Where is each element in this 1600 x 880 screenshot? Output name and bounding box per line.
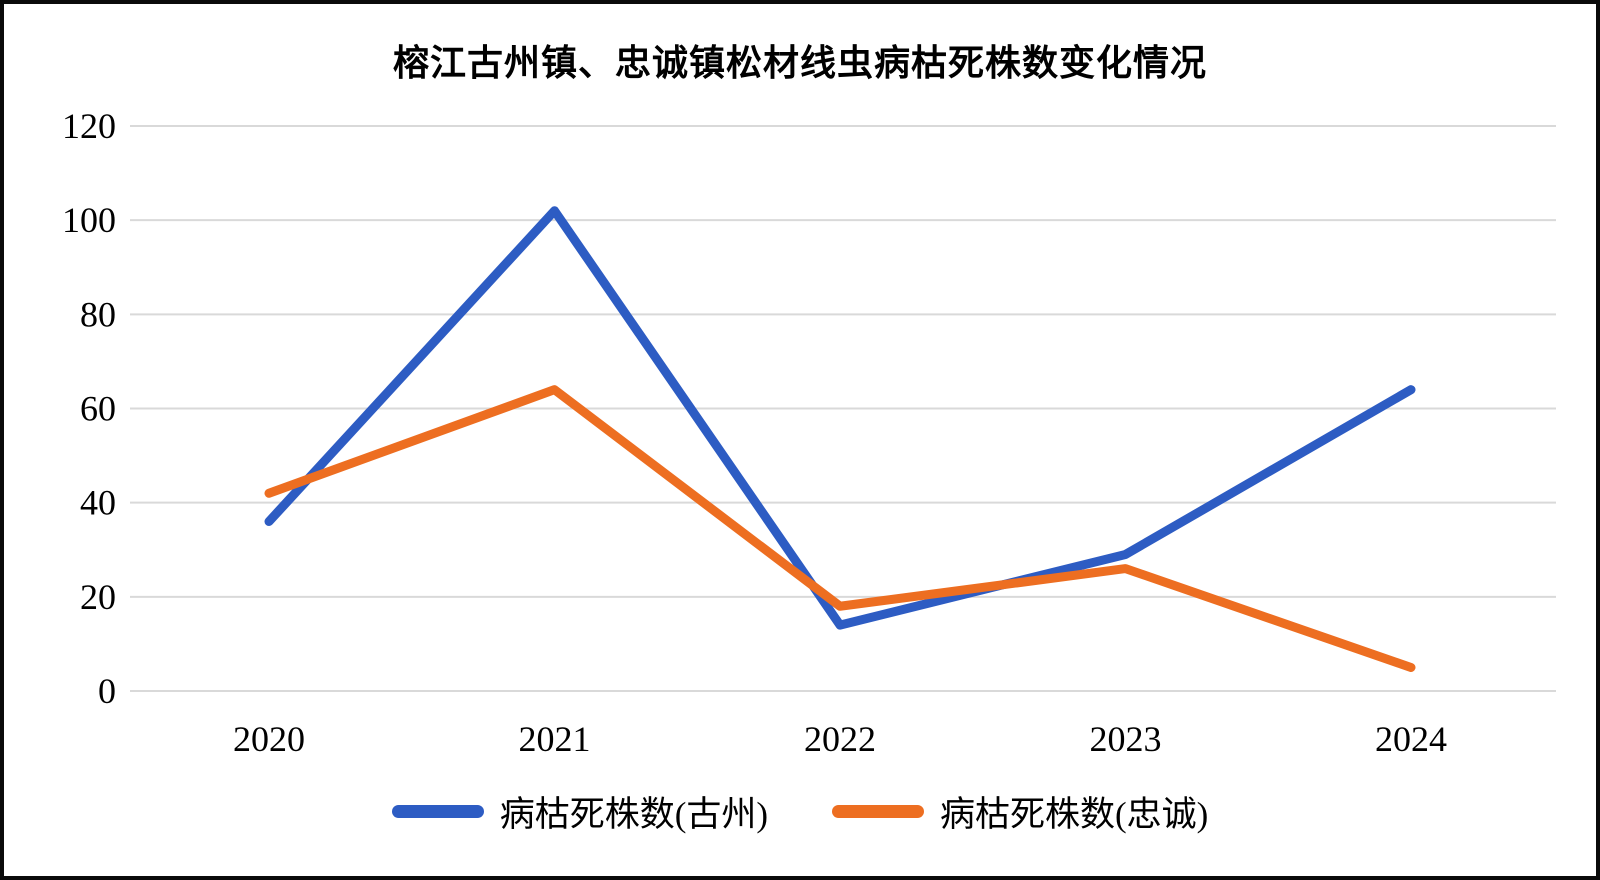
- legend-item-guzhou: 病枯死株数(古州): [391, 786, 768, 837]
- legend-item-zhongcheng: 病枯死株数(忠诚): [832, 786, 1208, 837]
- y-axis-tick-label: 40: [80, 483, 116, 523]
- series-line-1: [264, 385, 1416, 672]
- legend-label-guzhou: 病枯死株数(古州): [499, 795, 768, 834]
- legend-swatch-zhongcheng-line: [832, 805, 924, 818]
- x-axis-tick-label: 2022: [804, 719, 876, 759]
- y-axis-tick-label: 20: [80, 577, 116, 617]
- chart-legend: 病枯死株数(古州) 病枯死株数(忠诚): [4, 786, 1596, 837]
- chart-title: 榕江古州镇、忠诚镇松材线虫病枯死株数变化情况: [392, 43, 1207, 83]
- series-line-0: [264, 206, 1416, 630]
- legend-label-zhongcheng: 病枯死株数(忠诚): [940, 795, 1209, 834]
- y-axis-tick-label: 60: [80, 389, 116, 429]
- y-axis-tick-label: 0: [98, 671, 116, 711]
- y-axis-tick-label: 100: [62, 200, 116, 240]
- legend-swatch-guzhou-line: [391, 805, 484, 818]
- y-axis-tick-label: 120: [62, 106, 116, 146]
- x-axis-tick-label: 2021: [519, 719, 591, 759]
- line-chart-plot: 0 20 40 60 80 100 120 2020 2021 2022 2023 2024: [62, 106, 1556, 759]
- x-axis-tick-label: 2020: [233, 719, 305, 759]
- x-axis-tick-label: 2023: [1090, 719, 1162, 759]
- x-axis-tick-label: 2024: [1375, 719, 1447, 759]
- y-axis-tick-label: 80: [80, 294, 116, 334]
